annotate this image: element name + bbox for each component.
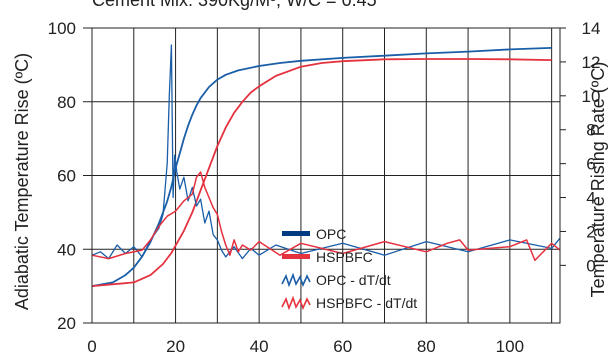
y2-tick-label: 6 (586, 155, 595, 174)
y2-tick-label: 4 (586, 189, 595, 208)
legend-label: OPC (316, 226, 346, 242)
x-tick-label: 0 (87, 337, 96, 356)
chart-title: Cement Mix: 390Kg/M³, W/C = 0.45 (92, 0, 377, 10)
series-line-hspbfc-dt-dt (91, 171, 561, 262)
legend-swatch (282, 231, 310, 236)
y-axis-label: Adiabatic Temperature Rise (ºC) (12, 53, 32, 310)
legend-label: HSPBFC - dT/dt (316, 295, 417, 311)
y2-tick-label: 14 (582, 19, 601, 38)
plot-series (91, 44, 561, 287)
series-line-opc-dt-dt (91, 44, 561, 260)
y2-tick-label: 0 (586, 256, 595, 275)
legend-label: OPC - dT/dt (316, 272, 391, 288)
y2-tick-label: 12 (582, 53, 601, 72)
legend-swatch (281, 295, 311, 311)
y2-tick-label: 2 (586, 222, 595, 241)
y-tick-label: 20 (57, 314, 76, 333)
y-tick-label: 100 (48, 19, 76, 38)
legend-swatch (281, 272, 311, 288)
y-tick-label: 40 (57, 240, 76, 259)
y-tick-label: 60 (57, 167, 76, 186)
y2-axis-label: Temperature Rising Rate (ºC) (588, 62, 608, 298)
axes: 20 40 60 80 100 0 2 4 6 8 10 12 14 0 20 40 60 80 100 (48, 19, 601, 356)
x-tick-label: 60 (333, 337, 352, 356)
x-tick-label: 100 (496, 337, 524, 356)
y2-tick-label: 10 (582, 87, 601, 106)
x-tick-label: 40 (250, 337, 269, 356)
y2-tick-label: 8 (586, 121, 595, 140)
x-tick-label: 80 (417, 337, 436, 356)
legend-swatch (282, 254, 310, 259)
x-tick-label: 20 (166, 337, 185, 356)
y-tick-label: 80 (57, 93, 76, 112)
legend-label: HSPBFC (316, 249, 373, 265)
series-line-hspbfc (91, 58, 552, 287)
legend: OPC HSPBFC OPC - dT/dt HSPBFC - dT/dt (281, 226, 417, 311)
